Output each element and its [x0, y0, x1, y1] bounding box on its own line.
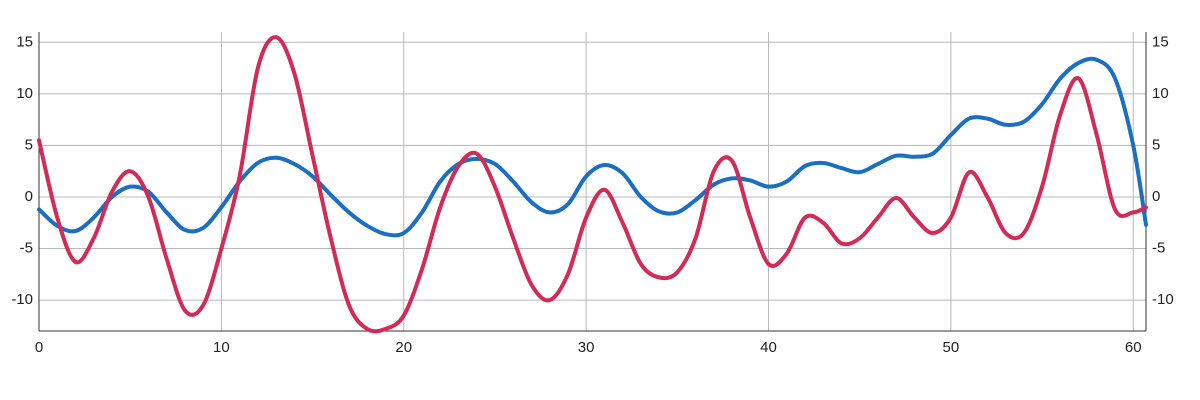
y2-tick-label: 10	[1152, 85, 1169, 102]
y2-tick-label: 0	[1152, 188, 1160, 205]
y-tick-label: 10	[16, 85, 33, 102]
y-tick-label: -10	[11, 291, 33, 308]
y-tick-label: 0	[25, 188, 33, 205]
y2-tick-label: -5	[1152, 239, 1165, 256]
x-tick-label: 20	[395, 339, 412, 356]
y2-tick-label: -10	[1152, 291, 1174, 308]
line-series	[37, 35, 1148, 334]
x-tick-label: 0	[35, 339, 43, 356]
y-tick-label: -5	[20, 239, 33, 256]
x-tick-label: 30	[578, 339, 595, 356]
line-series	[37, 56, 1148, 238]
y2-tick-label: 15	[1152, 33, 1169, 50]
y2-tick-label: 5	[1152, 136, 1160, 153]
x-tick-label: 40	[760, 339, 777, 356]
y-tick-label: 15	[16, 33, 33, 50]
y-tick-label: 5	[25, 136, 33, 153]
x-tick-label: 10	[213, 339, 230, 356]
x-tick-label: 50	[943, 339, 960, 356]
x-tick-label: 60	[1125, 339, 1142, 356]
